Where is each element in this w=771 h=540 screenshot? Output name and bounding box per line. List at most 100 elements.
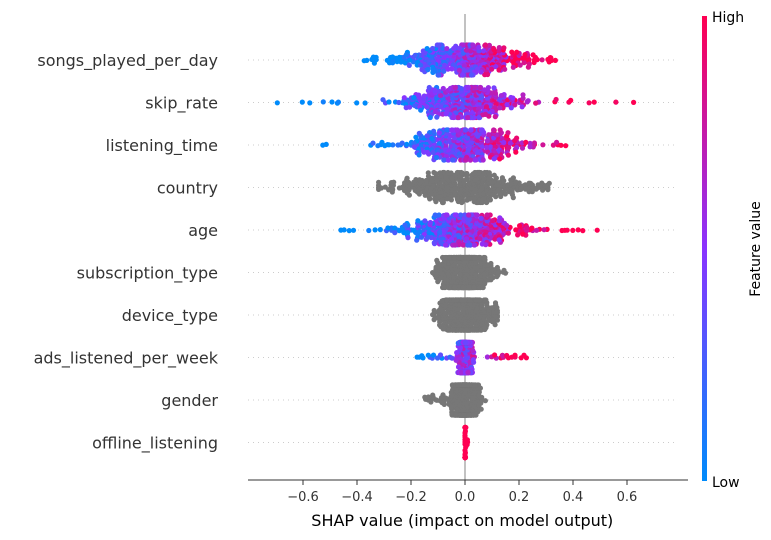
shap-point bbox=[412, 52, 418, 59]
shap-point bbox=[436, 140, 442, 146]
shap-point bbox=[458, 169, 464, 176]
shap-point bbox=[480, 157, 486, 163]
shap-point bbox=[430, 352, 437, 358]
shap-point bbox=[442, 254, 448, 261]
shap-point bbox=[422, 394, 428, 400]
shap-point bbox=[546, 59, 552, 65]
shap-point bbox=[479, 199, 485, 206]
shap-point bbox=[482, 42, 488, 48]
shap-point bbox=[437, 170, 443, 176]
shap-point bbox=[401, 230, 407, 236]
shap-point bbox=[462, 424, 468, 431]
shap-point bbox=[451, 297, 457, 303]
shap-point bbox=[477, 236, 483, 242]
shap-point bbox=[407, 104, 413, 110]
shap-point bbox=[453, 357, 459, 363]
shap-point bbox=[462, 212, 468, 218]
shap-point bbox=[517, 223, 523, 229]
shap-point bbox=[401, 95, 407, 101]
shap-point bbox=[481, 171, 487, 177]
shap-point bbox=[539, 180, 545, 186]
shap-point bbox=[406, 192, 412, 198]
shap-point bbox=[513, 149, 519, 155]
shap-point bbox=[464, 197, 470, 203]
shap-point bbox=[425, 66, 431, 73]
shap-point bbox=[459, 199, 465, 206]
shap-point bbox=[504, 352, 510, 359]
shap-point bbox=[479, 394, 485, 400]
shap-point bbox=[405, 235, 411, 241]
shap-point bbox=[524, 224, 530, 230]
shap-point bbox=[472, 382, 478, 388]
shap-point bbox=[425, 170, 431, 176]
shap-point bbox=[534, 227, 540, 233]
shap-point bbox=[392, 230, 398, 236]
shap-point bbox=[491, 47, 497, 53]
shap-point bbox=[449, 412, 455, 418]
shap-point bbox=[386, 99, 392, 105]
shap-point bbox=[452, 284, 458, 291]
shap-point bbox=[492, 236, 498, 242]
shap-point bbox=[494, 274, 500, 280]
shap-point bbox=[465, 369, 471, 376]
x-tick-label: 0.2 bbox=[509, 490, 530, 505]
shap-point bbox=[386, 142, 392, 148]
shap-point bbox=[445, 66, 451, 72]
shap-point bbox=[465, 242, 471, 248]
shap-point bbox=[444, 196, 450, 202]
shap-point bbox=[468, 72, 474, 78]
shap-point bbox=[562, 227, 568, 233]
shap-point bbox=[497, 156, 503, 162]
shap-point bbox=[434, 355, 441, 361]
shap-point bbox=[530, 52, 536, 58]
shap-point bbox=[431, 307, 437, 314]
shap-point bbox=[434, 175, 440, 181]
shap-point bbox=[529, 225, 535, 231]
shap-point bbox=[399, 184, 405, 191]
shap-point bbox=[452, 242, 458, 248]
shap-point bbox=[509, 49, 515, 55]
shap-point bbox=[468, 114, 474, 121]
shap-point bbox=[512, 102, 518, 108]
shap-point bbox=[494, 264, 500, 271]
shap-point bbox=[477, 254, 483, 261]
shap-point bbox=[504, 222, 510, 229]
shap-point bbox=[510, 64, 516, 70]
shap-point bbox=[462, 339, 468, 346]
shap-point bbox=[416, 229, 422, 235]
shap-point bbox=[552, 57, 559, 64]
shap-point bbox=[413, 134, 419, 140]
shap-point bbox=[496, 67, 502, 73]
shap-point bbox=[414, 237, 420, 243]
shap-point bbox=[441, 284, 447, 291]
shap-point bbox=[434, 257, 440, 263]
shap-point bbox=[482, 254, 488, 261]
shap-point bbox=[458, 212, 464, 218]
shap-point bbox=[320, 99, 326, 105]
shap-point bbox=[421, 149, 427, 155]
shap-point bbox=[472, 254, 478, 261]
shap-point bbox=[466, 412, 472, 418]
shap-point bbox=[390, 142, 396, 148]
shap-point bbox=[471, 199, 477, 205]
shap-point bbox=[553, 96, 559, 103]
shap-point bbox=[402, 60, 408, 66]
shap-point bbox=[464, 442, 470, 448]
shap-point bbox=[498, 193, 504, 200]
shap-point bbox=[438, 395, 445, 401]
shap-point bbox=[486, 42, 492, 49]
shap-point bbox=[483, 297, 489, 303]
shap-point bbox=[421, 93, 427, 99]
shap-point bbox=[416, 130, 422, 136]
shap-point bbox=[464, 437, 470, 443]
shap-point bbox=[390, 54, 396, 60]
colorbar bbox=[702, 16, 707, 481]
shap-point bbox=[463, 327, 469, 333]
shap-point bbox=[492, 300, 499, 306]
shap-point bbox=[454, 170, 460, 176]
shap-point bbox=[431, 169, 437, 176]
shap-point bbox=[396, 54, 402, 60]
shap-point bbox=[591, 99, 597, 105]
shap-point bbox=[529, 189, 535, 195]
shap-point bbox=[307, 100, 313, 106]
